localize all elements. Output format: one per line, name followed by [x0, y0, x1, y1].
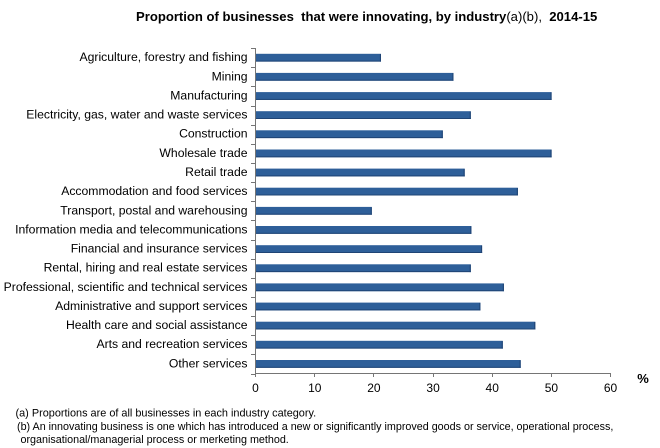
svg-text:Retail trade: Retail trade	[185, 165, 248, 179]
svg-text:0: 0	[252, 381, 259, 395]
svg-text:Other services: Other services	[169, 356, 248, 370]
svg-text:10: 10	[308, 381, 322, 395]
svg-text:Electricity, gas, water and wa: Electricity, gas, water and waste servic…	[26, 108, 247, 122]
svg-text:Accommodation and food service: Accommodation and food services	[61, 184, 247, 198]
svg-text:60: 60	[604, 381, 618, 395]
svg-text:50: 50	[545, 381, 559, 395]
svg-text:(b) An innovating business is: (b) An innovating business is one which …	[17, 421, 613, 433]
svg-text:Administrative and support ser: Administrative and support services	[55, 299, 247, 313]
svg-text:organisational/managerial proc: organisational/managerial process or mer…	[21, 434, 289, 446]
svg-text:Manufacturing: Manufacturing	[170, 89, 247, 103]
svg-text:40: 40	[486, 381, 500, 395]
svg-text:Proportion of businesses that: Proportion of businesses that were innov…	[136, 9, 597, 24]
svg-text:Rental, hiring and real estate: Rental, hiring and real estate services	[44, 261, 248, 275]
svg-text:20: 20	[367, 381, 381, 395]
svg-text:(a) Proportions are of all bus: (a) Proportions are of all businesses in…	[16, 408, 317, 420]
svg-text:%: %	[637, 371, 649, 386]
svg-text:Health care and social assista: Health care and social assistance	[66, 318, 248, 332]
svg-text:Financial and insurance servic: Financial and insurance services	[71, 242, 248, 256]
svg-text:Wholesale trade: Wholesale trade	[159, 146, 247, 160]
svg-text:30: 30	[426, 381, 440, 395]
svg-text:Transport, postal and warehous: Transport, postal and warehousing	[60, 203, 247, 217]
svg-text:Professional, scientific and t: Professional, scientific and technical s…	[4, 280, 248, 294]
svg-text:Construction: Construction	[179, 127, 247, 141]
svg-text:Information media and telecomm: Information media and telecommunications	[15, 222, 247, 236]
svg-text:Arts and recreation services: Arts and recreation services	[96, 337, 247, 351]
svg-text:Agriculture, forestry and fish: Agriculture, forestry and fishing	[80, 50, 248, 64]
svg-text:Mining: Mining	[212, 69, 248, 83]
